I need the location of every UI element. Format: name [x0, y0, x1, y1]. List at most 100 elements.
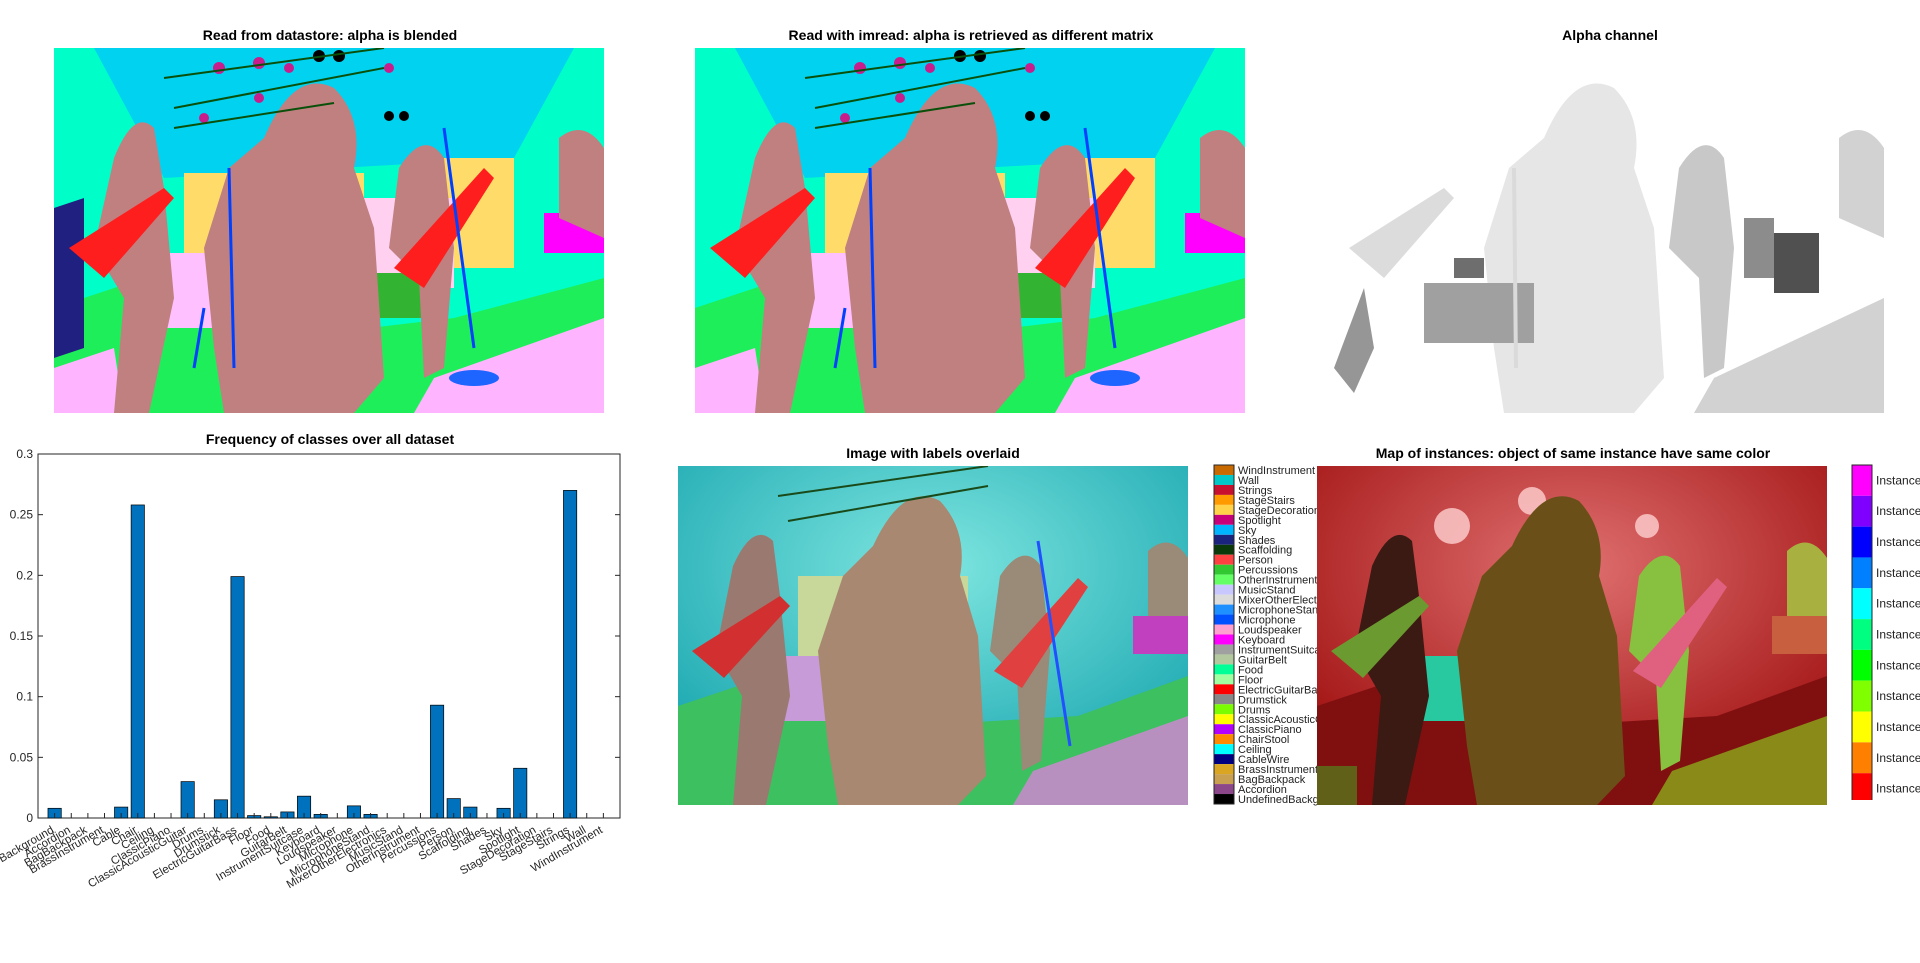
instance-swatch	[1852, 526, 1872, 558]
y-tick-label: 0.1	[16, 690, 33, 704]
chart-title: Frequency of classes over all dataset	[205, 431, 455, 447]
instance-swatch	[1852, 680, 1872, 712]
legend-label: OtherInstrument	[1238, 575, 1317, 587]
y-tick-label: 0.25	[10, 508, 34, 522]
instance-label: Instance	[1876, 566, 1920, 580]
legend-swatch	[1214, 794, 1234, 804]
instance-label: Instance	[1876, 504, 1920, 518]
instance-label: Instance	[1876, 751, 1920, 765]
legend-swatch	[1214, 634, 1234, 645]
legend-label: Strings	[1238, 485, 1273, 497]
legend-swatch	[1214, 644, 1234, 655]
bar-chart: 00.050.10.150.20.250.3BackgroundAccordio…	[0, 447, 621, 891]
legend-label: Percussions	[1238, 565, 1298, 577]
legend-frame	[1213, 464, 1235, 805]
legend-label: ClassicAcousticGuitar	[1238, 714, 1322, 726]
legend-swatch	[1214, 574, 1234, 585]
bar-Chair	[130, 504, 145, 819]
legend-label: MicrophoneStand	[1238, 605, 1322, 617]
legend-label: BrassInstrument	[1238, 764, 1318, 776]
legend-label: UndefinedBackground	[1238, 794, 1322, 806]
legend-swatch	[1214, 554, 1234, 565]
legend-swatch	[1214, 664, 1234, 675]
labels-legend: WindInstrumentWallStringsStageStairsStag…	[1213, 464, 1322, 806]
plot-area	[37, 453, 621, 819]
legend-label: Spotlight	[1238, 515, 1281, 527]
legend-swatch	[1214, 684, 1234, 695]
imread-image	[695, 48, 1245, 413]
alpha-image	[1334, 48, 1884, 413]
legend-swatch	[1214, 474, 1234, 485]
legend-swatch	[1214, 524, 1234, 535]
legend-label: Microphone	[1238, 615, 1295, 627]
legend-swatch	[1214, 534, 1234, 545]
instance-label: Instance	[1876, 658, 1920, 672]
legend-swatch	[1214, 564, 1234, 575]
instance-frame	[1851, 464, 1873, 800]
legend-label: Person	[1238, 555, 1273, 567]
legend-label: Floor	[1238, 674, 1263, 686]
instance-label: Instance	[1876, 473, 1920, 487]
legend-swatch	[1214, 754, 1234, 765]
legend-label: StageDecoration	[1238, 505, 1320, 517]
instance-swatch	[1852, 619, 1872, 650]
legend-label: Keyboard	[1238, 634, 1285, 646]
y-tick-label: 0.2	[16, 568, 33, 582]
legend-label: StageStairs	[1238, 495, 1295, 507]
legend-swatch	[1214, 594, 1234, 605]
datastore-image	[54, 48, 604, 413]
legend-label: Sky	[1238, 525, 1257, 537]
legend-label: InstrumentSuitcase	[1238, 644, 1322, 656]
legend-swatch	[1214, 504, 1234, 515]
instance-label: Instance	[1876, 720, 1920, 734]
legend-label: Loudspeaker	[1238, 625, 1302, 637]
title-datastore: Read from datastore: alpha is blended	[202, 27, 458, 43]
legend-swatch	[1214, 674, 1234, 685]
instance-label: Instance	[1876, 597, 1920, 611]
legend-swatch	[1214, 744, 1234, 755]
instances-image	[1317, 466, 1827, 805]
instance-label: Instance	[1876, 628, 1920, 642]
legend-swatch	[1214, 764, 1234, 775]
bar-Strings	[563, 490, 578, 819]
legend-label: ElectricGuitarBass	[1238, 684, 1322, 696]
instance-swatch	[1852, 588, 1872, 620]
legend-label: MixerOtherElectronics	[1238, 595, 1322, 607]
legend-label: Scaffolding	[1238, 545, 1292, 557]
y-tick-label: 0.3	[16, 447, 33, 461]
instance-swatch	[1852, 495, 1872, 527]
title-overlay: Image with labels overlaid	[846, 445, 1020, 461]
legend-label: Drumstick	[1238, 694, 1287, 706]
instance-swatch	[1852, 649, 1872, 681]
y-tick-label: 0	[26, 811, 33, 825]
legend-swatch	[1214, 734, 1234, 745]
legend-label: MusicStand	[1238, 585, 1295, 597]
legend-swatch	[1214, 774, 1234, 785]
overlay-image	[678, 466, 1188, 805]
legend-label: Shades	[1238, 535, 1276, 547]
title-imread: Read with imread: alpha is retrieved as …	[788, 27, 1154, 43]
legend-swatch	[1214, 654, 1234, 665]
legend-label: Drums	[1238, 704, 1271, 716]
instance-swatch	[1852, 773, 1872, 800]
y-tick-label: 0.05	[10, 750, 34, 764]
legend-swatch	[1214, 494, 1234, 505]
legend-swatch	[1214, 544, 1234, 555]
instance-label: Instance	[1876, 782, 1920, 796]
legend-label: Accordion	[1238, 784, 1287, 796]
legend-swatch	[1214, 465, 1234, 475]
legend-swatch	[1214, 584, 1234, 595]
instance-swatch	[1852, 465, 1872, 496]
legend-label: ClassicPiano	[1238, 724, 1302, 736]
legend-swatch	[1214, 514, 1234, 525]
instance-swatch	[1852, 711, 1872, 743]
legend-label: Wall	[1238, 475, 1259, 487]
legend-label: WindInstrument	[1238, 465, 1315, 477]
legend-swatch	[1214, 624, 1234, 635]
legend-swatch	[1214, 614, 1234, 625]
legend-swatch	[1214, 724, 1234, 735]
legend-label: GuitarBelt	[1238, 654, 1287, 666]
legend-swatch	[1214, 484, 1234, 495]
legend-swatch	[1214, 714, 1234, 725]
instance-label: Instance	[1876, 689, 1920, 703]
